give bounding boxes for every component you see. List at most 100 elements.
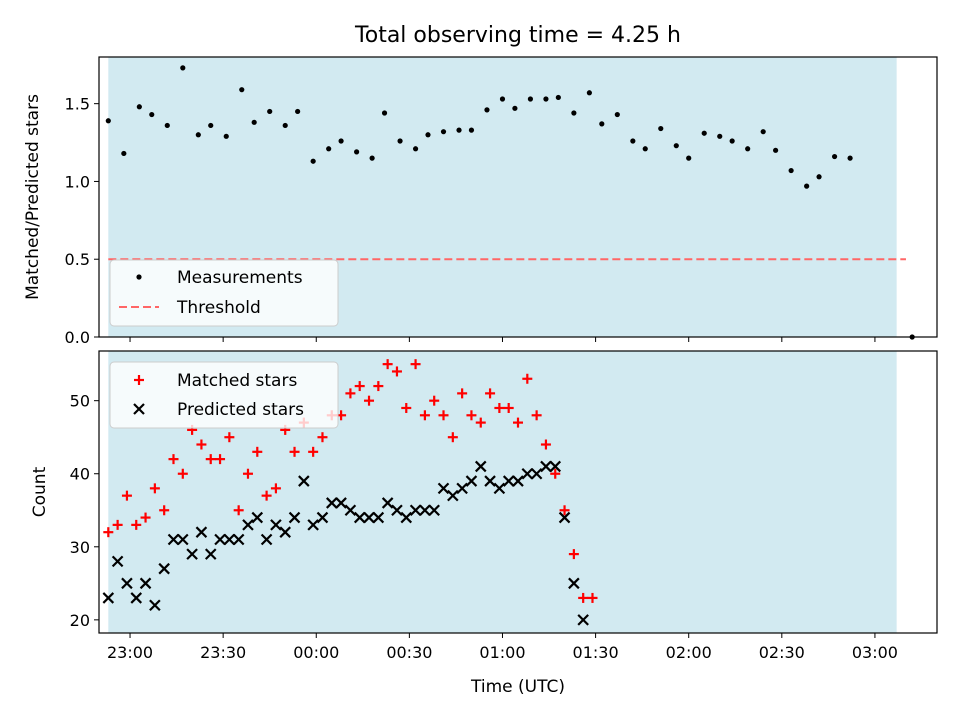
matched-stars-point	[391, 366, 402, 377]
matched-stars-point	[587, 592, 598, 603]
legend-threshold-label: Threshold	[176, 298, 261, 318]
ratio-legend: Measurements Threshold	[109, 259, 339, 327]
measurement-point	[136, 104, 142, 110]
matched-stars-point	[242, 468, 253, 479]
measurement-point	[397, 138, 403, 144]
predicted-stars-point	[484, 475, 496, 487]
predicted-stars-point	[474, 460, 487, 473]
measurement-point	[642, 146, 648, 152]
measurement-point	[223, 133, 229, 139]
measurement-point	[440, 129, 447, 135]
matched-stars-point	[103, 527, 114, 538]
ratio-y-tick-label: 0.5	[65, 250, 90, 269]
predicted-stars-point	[121, 577, 133, 590]
matched-stars-point	[168, 454, 179, 465]
matched-stars-point	[112, 519, 123, 530]
matched-stars-point	[159, 505, 170, 516]
x-tick-label: 00:30	[386, 643, 432, 662]
matched-stars-point	[121, 490, 132, 501]
matched-stars-point	[373, 381, 384, 392]
predicted-stars-point	[465, 475, 478, 487]
measurement-point	[658, 125, 664, 132]
predicted-stars-point	[186, 548, 198, 560]
predicted-stars-point	[540, 460, 552, 473]
measurement-point	[816, 174, 822, 180]
count-panel-y-label: Count	[30, 466, 50, 517]
measurement-point	[239, 87, 245, 93]
predicted-stars-point	[428, 504, 440, 517]
measurement-point	[149, 111, 155, 118]
count-legend: Matched stars Predicted stars	[109, 361, 339, 429]
predicted-stars-point	[139, 577, 152, 590]
predicted-stars-point	[419, 504, 431, 517]
legend-measurements-marker	[136, 274, 142, 280]
x-tick-label: 01:00	[479, 643, 525, 662]
x-tick-label: 02:00	[666, 643, 712, 662]
matched-stars-point	[475, 417, 486, 428]
count-y-tick-label: 40	[70, 465, 90, 484]
predicted-stars-point	[558, 511, 571, 524]
count-y-tick-label: 50	[70, 392, 90, 411]
matched-stars-point	[522, 373, 533, 384]
matched-stars-point	[568, 549, 579, 560]
matched-stars-point	[401, 402, 412, 413]
measurement-point	[804, 183, 810, 189]
predicted-stars-point	[279, 526, 292, 538]
measurement-point	[614, 111, 620, 118]
measurement-point	[164, 122, 170, 129]
measurement-point	[499, 96, 506, 102]
count-y-tick-label: 30	[70, 538, 90, 557]
matched-stars-point	[177, 468, 188, 479]
measurement-point	[831, 153, 838, 160]
matched-stars-point	[429, 395, 440, 406]
matched-stars-point	[140, 512, 151, 523]
measurement-point	[369, 155, 375, 161]
matched-stars-point	[559, 505, 570, 516]
measurement-point	[773, 147, 779, 153]
matched-stars-point	[494, 402, 505, 413]
predicted-stars-point	[158, 562, 170, 575]
measurement-point	[555, 94, 561, 101]
count-y-tick-label: 20	[70, 611, 90, 630]
predicted-stars-point	[400, 511, 413, 524]
predicted-stars-point	[521, 467, 534, 480]
measurement-point	[354, 149, 360, 155]
measurement-point	[847, 155, 853, 161]
measurement-point	[760, 129, 766, 135]
measurement-point	[105, 118, 111, 124]
predicted-stars-point	[102, 592, 115, 604]
ratio-y-tick-label: 0.0	[65, 328, 90, 347]
measurement-point	[686, 155, 692, 161]
measurement-point	[412, 146, 419, 152]
ratio-y-tick-label: 1.5	[65, 95, 90, 114]
measurement-point	[180, 65, 186, 71]
x-tick-label: 02:30	[759, 643, 805, 662]
ratio-y-tick-label: 1.0	[65, 172, 90, 191]
matched-stars-point	[447, 432, 458, 443]
predicted-stars-point	[130, 592, 143, 604]
measurement-point	[338, 138, 344, 144]
matched-stars-point	[485, 388, 496, 399]
predicted-stars-point	[530, 467, 543, 480]
matched-stars-point	[382, 359, 393, 370]
x-tick-label: 23:00	[107, 643, 153, 662]
matched-stars-point	[513, 417, 523, 428]
predicted-stars-point	[223, 533, 236, 546]
ratio-axes-frame	[98, 56, 938, 338]
x-tick-label: 23:30	[200, 643, 246, 662]
legend-predicted-label: Predicted stars	[177, 400, 304, 420]
matched-stars-point	[578, 592, 589, 603]
predicted-stars-point	[307, 519, 319, 531]
predicted-stars-point	[242, 519, 254, 531]
predicted-stars-point	[568, 577, 580, 590]
count-axes-frame	[98, 350, 938, 634]
count-legend-box	[109, 361, 339, 429]
measurement-point	[599, 121, 605, 127]
matched-stars-point	[233, 505, 244, 516]
measurement-point	[717, 133, 723, 139]
measurement-point	[543, 96, 549, 102]
predicted-stars-point	[381, 497, 394, 509]
predicted-stars-point	[214, 533, 226, 546]
predicted-stars-point	[204, 548, 217, 560]
x-axis-label: Time (UTC)	[470, 677, 565, 697]
